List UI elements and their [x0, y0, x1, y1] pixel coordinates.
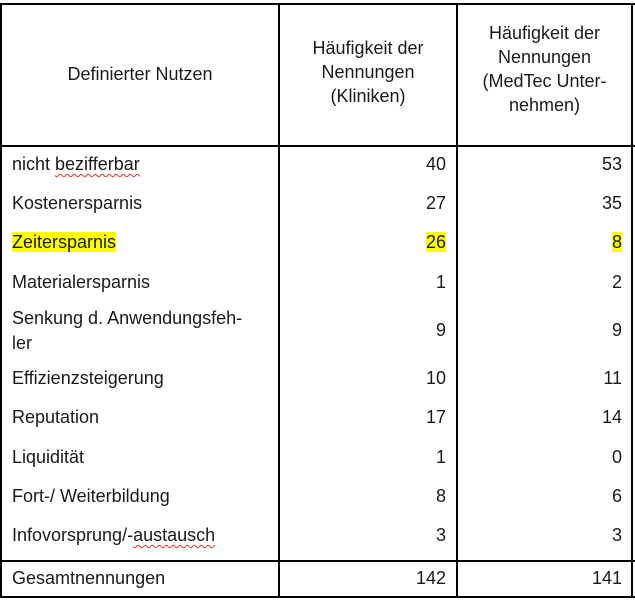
header-medtec-line: Nennungen: [497, 47, 592, 67]
cell-medtec: 0: [611, 447, 622, 467]
table-row-label: Materialersparnis: [12, 272, 151, 292]
header-col-clinics: Häufigkeit der Nennungen (Kliniken): [280, 36, 456, 108]
header-clinics-line: Häufigkeit der: [312, 38, 424, 58]
cell-medtec: 11: [603, 368, 622, 388]
cell-clinics-highlighted: 26: [280, 230, 446, 254]
table-row-label: Fort-/ Weiterbildung: [12, 486, 170, 506]
header-medtec-line: Häufigkeit der: [488, 23, 601, 43]
header-medtec-line: nehmen): [508, 95, 581, 115]
header-col-benefit: Definierter Nutzen: [67, 64, 213, 84]
table-row-label: Senkung d. Anwendungsfeh- ler: [12, 306, 242, 356]
cell-clinics: 1: [435, 272, 446, 292]
cell-medtec: 3: [611, 525, 622, 545]
cell-medtec: 35: [601, 193, 622, 213]
header-medtec-line: (MedTec Unter-: [482, 71, 607, 91]
cell-medtec: 14: [601, 407, 622, 427]
total-clinics: 142: [415, 568, 446, 588]
highlight-value: 8: [611, 232, 622, 252]
row-label-spellcheck-word: austausch: [133, 525, 216, 545]
cell-clinics: 10: [425, 368, 446, 388]
table-row-label: Effizienzsteigerung: [12, 368, 164, 388]
row-label-prefix: nicht: [12, 154, 56, 174]
cell-medtec: 9: [611, 320, 622, 340]
total-label: Gesamtnennungen: [12, 568, 166, 588]
table-border-top: [0, 3, 635, 5]
cell-clinics: 17: [425, 407, 446, 427]
cell-clinics: 8: [435, 486, 446, 506]
cell-clinics: 1: [435, 447, 446, 467]
total-medtec: 141: [591, 568, 622, 588]
table-row-label-highlighted: Zeitersparnis: [12, 230, 117, 254]
cell-clinics: 3: [435, 525, 446, 545]
header-clinics-line: (Kliniken): [330, 86, 406, 106]
table-border-right: [631, 3, 633, 598]
column-divider-1: [278, 3, 280, 598]
table-row-label: nicht bezifferbar: [12, 152, 140, 176]
table-border-bottom: [0, 596, 635, 598]
cell-clinics: 40: [425, 154, 446, 174]
cell-medtec-highlighted: 8: [458, 230, 622, 254]
table-border-left: [0, 3, 2, 598]
row-label-line: ler: [12, 333, 33, 353]
header-col-medtec: Häufigkeit der Nennungen (MedTec Unter- …: [458, 21, 631, 117]
cell-clinics: 27: [425, 193, 446, 213]
header-divider: [0, 145, 635, 147]
header-clinics-line: Nennungen: [321, 62, 415, 82]
highlight-text: Zeitersparnis: [12, 232, 117, 252]
cell-medtec: 53: [601, 154, 622, 174]
row-label-prefix: Infovorsprung/-: [12, 525, 134, 545]
highlight-value: 26: [425, 232, 446, 252]
cell-medtec: 2: [611, 272, 622, 292]
cell-clinics: 9: [435, 320, 446, 340]
row-label-line: Senkung d. Anwendungsfeh-: [12, 308, 243, 328]
table-row-label: Liquidität: [12, 447, 85, 467]
cell-medtec: 6: [611, 486, 622, 506]
table-row-label: Reputation: [12, 407, 100, 427]
column-divider-2: [456, 3, 458, 598]
table-row-label: Infovorsprung/-austausch: [12, 523, 215, 547]
row-label-spellcheck-word: bezifferbar: [55, 154, 140, 174]
table-row-label: Kostenersparnis: [12, 193, 143, 213]
total-divider: [0, 560, 635, 562]
